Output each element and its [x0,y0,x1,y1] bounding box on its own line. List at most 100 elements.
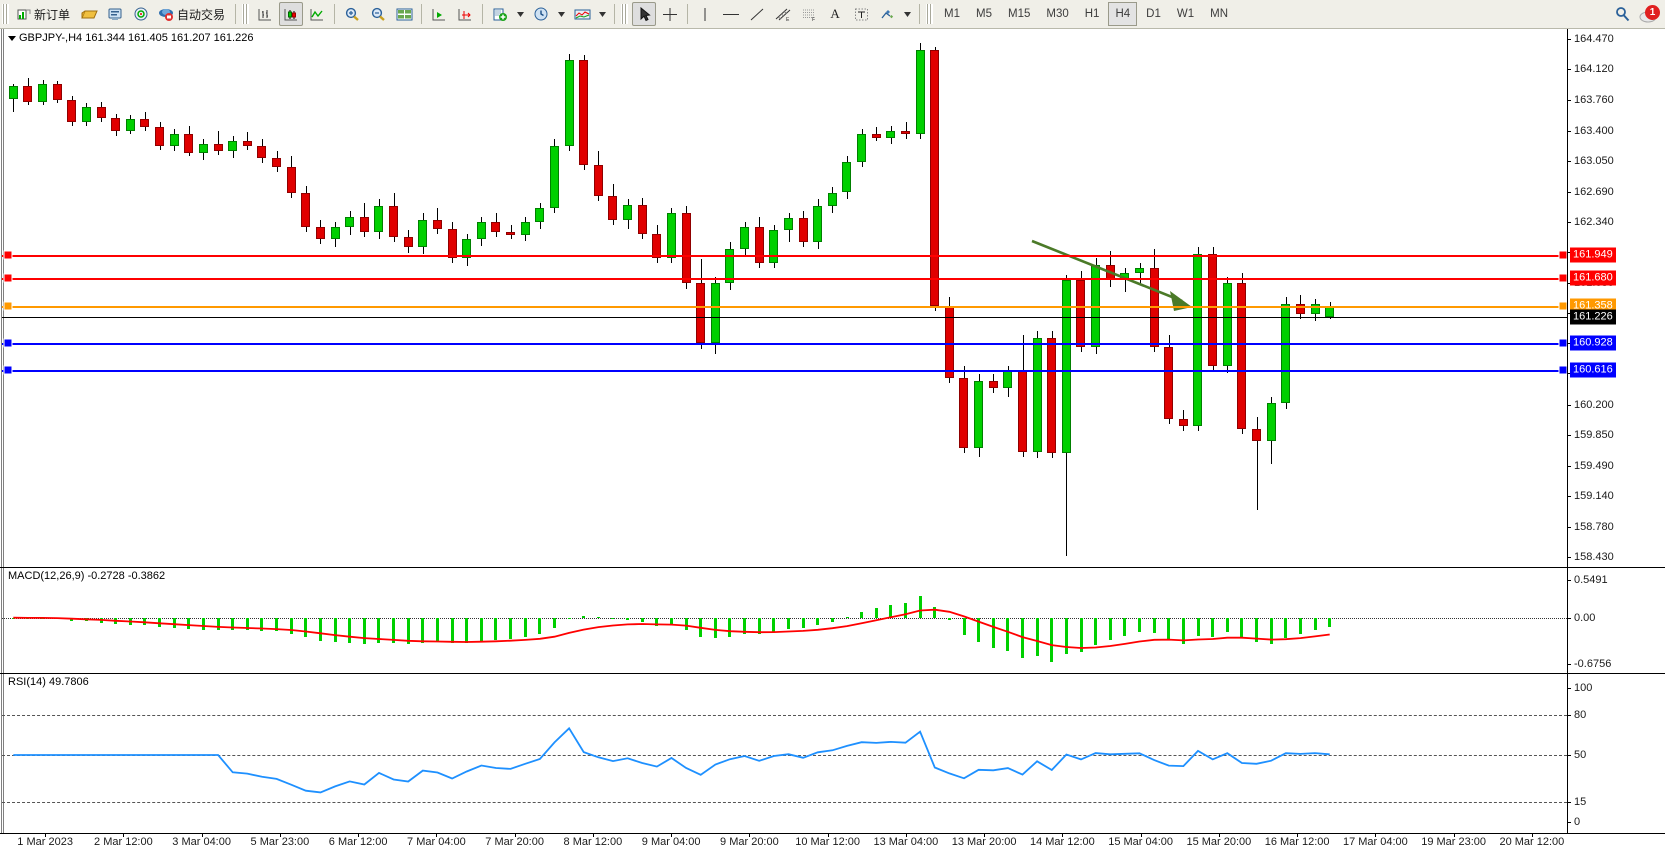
price-level-line-pivot[interactable] [2,305,1567,308]
chart-shift-button[interactable] [453,2,477,26]
text-box-button[interactable] [849,2,873,26]
price-axis[interactable]: 164.470 164.120 163.760 163.400 163.050 162.6… [1567,29,1665,567]
timeframe-h4[interactable]: H4 [1108,2,1138,26]
timeframe-mn[interactable]: MN [1210,8,1228,20]
price-level-handle[interactable] [3,250,13,260]
chart-area[interactable]: GBPJPY-,H4 161.344 161.405 161.207 161.2… [0,29,1665,851]
rsi-plot[interactable] [2,674,1567,833]
timeframe-m15[interactable]: M15 [1008,8,1031,20]
timeframe-d1[interactable]: D1 [1146,8,1161,20]
price-level-handle[interactable] [1558,365,1567,375]
price-level-line-resistance[interactable] [2,278,1567,281]
objects-list-button[interactable] [875,2,899,26]
auto-scroll-button[interactable] [427,2,451,26]
toolbar-grip-4[interactable] [926,4,934,24]
price-level-tag-pivot[interactable]: 161.358 [1570,298,1616,314]
period-separator-button[interactable] [529,2,553,26]
price-axis-tick [1568,342,1571,344]
objects-dropdown-arrow[interactable] [901,2,914,26]
price-plot[interactable] [2,29,1567,567]
rsi-pane[interactable]: RSI(14) 49.7806 100 80 50 15 0 [0,673,1665,833]
candle-body [769,230,778,263]
crosshair-button[interactable] [658,2,682,26]
macd-histogram-bar [348,617,351,643]
time-axis-tick [514,834,516,837]
rsi-axis[interactable]: 100 80 50 15 0 [1567,674,1665,833]
price-axis-tick [1568,251,1571,253]
macd-histogram-bar [1197,617,1200,636]
macd-axis[interactable]: 0.5491 0.00 -0.6756 [1567,568,1665,673]
candle-body [828,192,837,207]
price-level-handle[interactable] [1558,250,1567,260]
equidistant-channel-button[interactable]: E [771,2,795,26]
auto-trading-button[interactable]: 自动交易 [155,2,230,26]
price-level-line-current-price[interactable] [2,317,1567,319]
macd-histogram-bar [670,617,673,626]
macd-splitter[interactable] [0,568,6,673]
bearish-trend-arrow[interactable] [2,29,1567,567]
folder-button[interactable] [77,2,101,26]
candlestick-chart-button[interactable] [279,2,304,26]
toolbar-grip-2[interactable] [242,4,250,24]
timeframe-m30[interactable]: M30 [1046,8,1069,20]
macd-histogram-bar [524,617,527,637]
new-order-button[interactable]: 新订单 [13,2,75,26]
template-dropdown-arrow[interactable] [514,2,527,26]
search-icon[interactable] [1614,6,1631,23]
price-level-handle[interactable] [1558,273,1567,283]
fibonacci-button[interactable]: F [797,2,821,26]
bar-chart-button[interactable] [253,2,277,26]
price-level-line-support[interactable] [2,369,1567,372]
price-level-handle[interactable] [3,301,13,311]
text-label-button[interactable]: A [823,2,847,26]
price-axis-label: 162.690 [1574,185,1614,198]
timeframe-m1[interactable]: M1 [944,8,961,20]
timeframe-w1[interactable]: W1 [1176,8,1195,20]
price-level-handle[interactable] [3,338,13,348]
zoom-out-icon [370,7,386,22]
macd-histogram-bar [977,617,980,643]
terminal-button[interactable] [103,2,127,26]
period-dropdown-arrow[interactable] [555,2,568,26]
price-level-tag-current-price[interactable]: 161.226 [1570,309,1616,325]
trendline-button[interactable] [745,2,769,26]
price-pane[interactable]: GBPJPY-,H4 161.344 161.405 161.207 161.2… [0,29,1665,567]
price-level-tag-support[interactable]: 160.616 [1570,362,1616,378]
price-level-line-resistance[interactable] [2,255,1567,258]
macd-plot[interactable] [2,568,1567,673]
vertical-line-button[interactable] [693,2,717,26]
price-level-tag-resistance[interactable]: 161.949 [1570,247,1616,263]
indicator-button[interactable] [570,2,594,26]
pane-splitter[interactable] [0,29,6,567]
navigator-button[interactable] [129,2,153,26]
macd-pane[interactable]: MACD(12,26,9) -0.2728 -0.3862 0.5491 0.00… [0,567,1665,673]
price-level-line-support[interactable] [2,342,1567,345]
rsi-splitter[interactable] [0,674,6,833]
line-chart-button[interactable] [305,2,329,26]
toolbar-grip[interactable] [2,4,9,24]
time-axis-tick [1297,834,1299,837]
cursor-button[interactable] [632,2,657,26]
zoom-in-button[interactable] [340,2,364,26]
chart-collapse-icon[interactable] [8,35,16,41]
price-level-tag-resistance[interactable]: 161.680 [1570,270,1616,286]
indicator-dropdown-arrow[interactable] [596,2,609,26]
template-button[interactable] [488,2,512,26]
grid-view-button[interactable] [392,2,416,26]
price-axis-label: 163.400 [1574,124,1614,137]
timeframe-m5[interactable]: M5 [976,8,992,20]
price-level-handle[interactable] [1558,338,1567,348]
timeframe-h1[interactable]: H1 [1084,8,1100,20]
price-axis-label: 163.050 [1574,154,1614,167]
price-level-handle[interactable] [3,365,13,375]
alert-icon[interactable]: 1 [1639,4,1660,23]
price-level-handle[interactable] [1558,301,1567,311]
price-level-handle[interactable] [3,273,13,283]
horizontal-line-button[interactable] [719,2,743,26]
time-axis-label: 9 Mar 20:00 [720,836,779,848]
toolbar-grip-3[interactable] [621,4,629,24]
zoom-out-button[interactable] [366,2,390,26]
toolbar-separator-5 [614,4,616,24]
price-level-tag-support[interactable]: 160.928 [1570,335,1616,351]
time-axis[interactable]: 1 Mar 2023 2 Mar 12:00 3 Mar 04:00 5 Mar 23… [0,833,1665,851]
